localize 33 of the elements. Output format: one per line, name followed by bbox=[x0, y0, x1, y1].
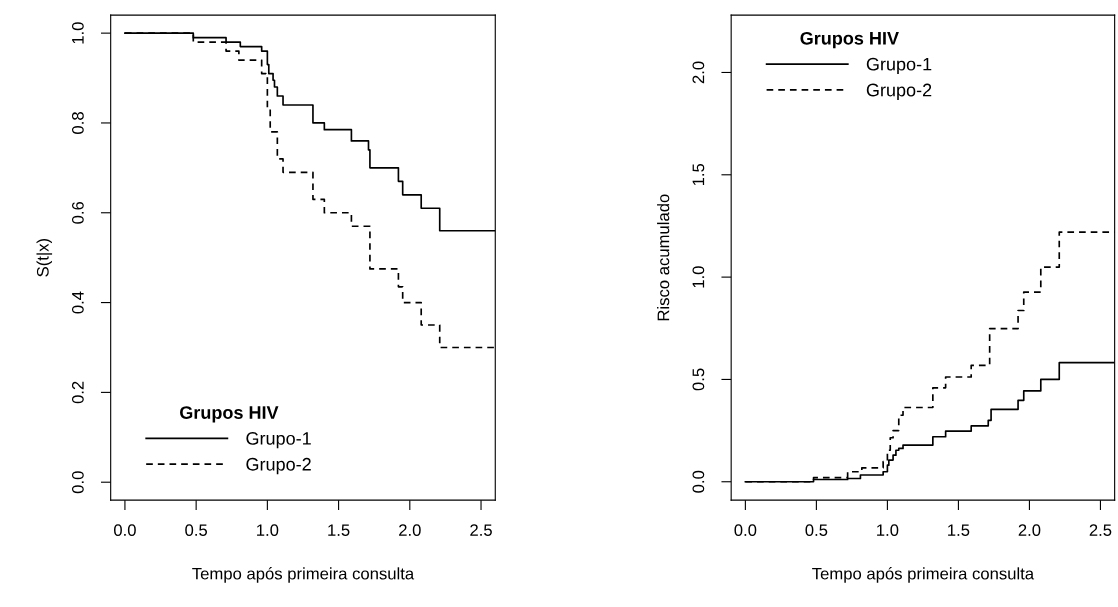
y-tick-label: 0.6 bbox=[71, 201, 84, 224]
y-tick-label: 1.0 bbox=[692, 266, 705, 288]
x-tick-label: 1.5 bbox=[328, 524, 350, 537]
legend-label: Grupo-1 bbox=[246, 432, 311, 449]
legend-label: Grupo-2 bbox=[246, 457, 311, 475]
y-axis-title: S(t|x) bbox=[36, 238, 53, 277]
y-tick-label: 0.2 bbox=[71, 381, 84, 404]
x-tick-label: 1.0 bbox=[257, 524, 279, 537]
x-tick-label: 1.5 bbox=[948, 524, 970, 537]
y-tick-label: 2.0 bbox=[692, 61, 705, 84]
y-tick-label: 1.0 bbox=[71, 22, 84, 44]
x-tick-label: 0.0 bbox=[734, 524, 757, 537]
x-tick-label: 2.0 bbox=[399, 524, 421, 537]
legend-title: Grupos HIV bbox=[180, 406, 279, 423]
x-tick-label: 2.5 bbox=[1089, 524, 1112, 537]
legend-title: Grupos HIV bbox=[800, 31, 899, 49]
x-axis-title: Tempo após primeira consulta bbox=[192, 567, 415, 583]
y-tick-label: 0.0 bbox=[71, 471, 84, 494]
y-tick-label: 0.0 bbox=[692, 470, 705, 493]
x-tick-label: 0.5 bbox=[185, 524, 208, 537]
y-tick-label: 1.5 bbox=[692, 163, 705, 186]
legend-label: Grupo-1 bbox=[866, 57, 932, 75]
y-axis-title: Risco acumulado bbox=[657, 194, 670, 321]
x-tick-label: 2.0 bbox=[1018, 524, 1041, 537]
x-tick-label: 1.0 bbox=[877, 524, 899, 537]
x-tick-label: 0.5 bbox=[805, 524, 828, 537]
legend-label: Grupo-2 bbox=[866, 83, 932, 100]
y-tick-label: 0.4 bbox=[71, 291, 84, 314]
x-axis-title: Tempo após primeira consulta bbox=[812, 567, 1035, 583]
y-tick-label: 0.8 bbox=[71, 112, 84, 134]
y-tick-label: 0.5 bbox=[692, 368, 705, 391]
x-tick-label: 0.0 bbox=[113, 524, 136, 537]
x-tick-label: 2.5 bbox=[470, 524, 492, 537]
